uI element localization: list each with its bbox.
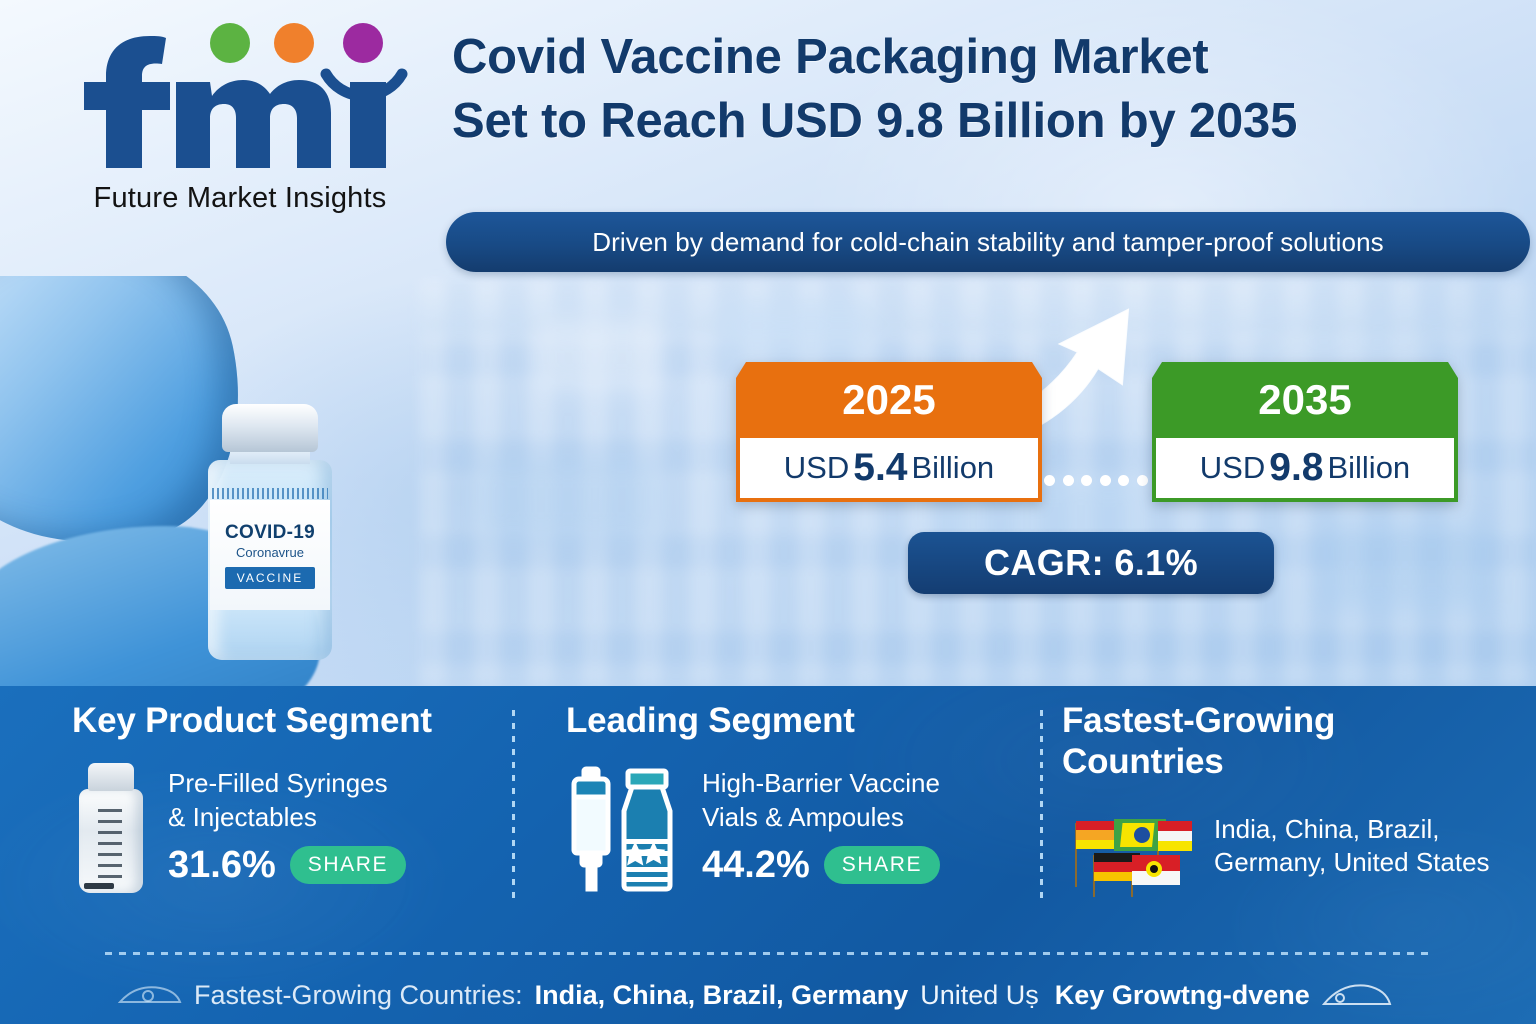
value-2025-number: 5.4 bbox=[853, 446, 908, 489]
fastest-growing-countries-column: Fastest-Growing Countries bbox=[1062, 700, 1522, 901]
vial-label: COVID-19 Coronavrue VACCINE bbox=[210, 500, 330, 610]
key-product-segment-desc-line1: Pre-Filled Syringes bbox=[168, 768, 388, 799]
vial-label-title: COVID-19 bbox=[224, 521, 316, 543]
page-title-line2: Set to Reach USD 9.8 Billion by 2035 bbox=[452, 93, 1298, 148]
vial-neck bbox=[230, 448, 310, 464]
logo-dot-green bbox=[210, 23, 250, 63]
value-connector-dots bbox=[1044, 474, 1148, 486]
syringe-and-vial-icon bbox=[571, 766, 673, 892]
key-product-segment-share-value: 31.6% bbox=[168, 843, 276, 886]
cagr-label: CAGR: 6.1% bbox=[983, 542, 1199, 583]
footer-tail: United Uṣ bbox=[920, 979, 1039, 1010]
vaccine-vial: COVID-19 Coronavrue VACCINE bbox=[200, 404, 340, 664]
column-divider-1 bbox=[512, 710, 515, 900]
cagr-badge: CAGR: 6.1% bbox=[908, 532, 1274, 594]
logo-dot-purple bbox=[343, 23, 383, 63]
flags-cluster-icon bbox=[1075, 818, 1192, 897]
fmi-wordmark-icon bbox=[84, 23, 408, 168]
countries-list-line2: Germany, United States bbox=[1214, 846, 1490, 877]
value-2035-prefix: USD bbox=[1199, 450, 1266, 485]
key-product-segment-title: Key Product Segment bbox=[72, 701, 432, 740]
subtitle-text: Driven by demand for cold-chain stabilit… bbox=[592, 226, 1384, 257]
value-2025-prefix: USD bbox=[783, 450, 850, 485]
column-divider-2 bbox=[1040, 710, 1043, 900]
fastest-growing-title-line1: Fastest-Growing bbox=[1062, 701, 1336, 740]
vial-label-badge: VACCINE bbox=[224, 566, 316, 589]
value-2025-suffix: Billion bbox=[911, 450, 995, 485]
page-title-line1: Covid Vaccine Packaging Market bbox=[452, 30, 1209, 84]
key-product-segment-column: Key Product Segment Pre-Filled Syringes … bbox=[72, 700, 492, 894]
fastest-growing-title-line2: Countries bbox=[1062, 742, 1224, 782]
swoosh-icon-right bbox=[1321, 984, 1392, 1005]
page-title: Covid Vaccine Packaging Market Set to Re… bbox=[452, 26, 1522, 153]
market-value-2035: 2035 USD 9.8 Billion bbox=[1152, 362, 1458, 502]
footer-garbled-text: Key Growtng-dvene bbox=[1054, 979, 1310, 1010]
vial-label-subtitle: Coronavrue bbox=[236, 544, 304, 560]
leading-segment-column: Leading Segment bbox=[566, 700, 1016, 895]
footer-value: India, China, Brazil, Germany bbox=[534, 979, 909, 1010]
value-2035-suffix: Billion bbox=[1327, 450, 1411, 485]
key-product-segment-share-badge: SHARE bbox=[289, 846, 407, 885]
leading-segment-desc-line2: Vials & Ampoules bbox=[702, 801, 904, 832]
value-2025: USD 5.4 Billion bbox=[736, 438, 1042, 502]
countries-list-line1: India, China, Brazil, bbox=[1214, 813, 1440, 844]
vaccine-bottle-icon bbox=[72, 763, 150, 894]
footer-divider bbox=[105, 952, 1435, 955]
year-2025-label: 2025 bbox=[736, 362, 1042, 438]
key-product-segment-desc-line2: & Injectables bbox=[168, 801, 317, 832]
leading-segment-share-value: 44.2% bbox=[702, 843, 810, 886]
vial-barcode bbox=[212, 488, 328, 499]
vial-cap bbox=[222, 404, 318, 452]
footer-label: Fastest-Growing Countries: bbox=[194, 979, 523, 1010]
logo-dot-orange bbox=[274, 23, 314, 63]
bottom-panel bbox=[0, 686, 1536, 1024]
value-2035-number: 9.8 bbox=[1269, 446, 1324, 489]
year-2035-label: 2035 bbox=[1152, 362, 1458, 438]
leading-segment-share-badge: SHARE bbox=[823, 846, 941, 885]
fmi-logo-caption: Future Market Insights bbox=[93, 182, 387, 214]
leading-segment-desc-line1: High-Barrier Vaccine bbox=[702, 768, 940, 799]
leading-segment-title: Leading Segment bbox=[566, 701, 855, 740]
footer-strip: Fastest-Growing Countries: India, China,… bbox=[0, 966, 1536, 1024]
subtitle-bar: Driven by demand for cold-chain stabilit… bbox=[446, 212, 1530, 272]
fmi-logo: Future Market Insights bbox=[50, 14, 430, 229]
vaccine-vial-photo: COVID-19 Coronavrue VACCINE bbox=[0, 276, 470, 686]
swoosh-icon bbox=[118, 986, 182, 1003]
value-2035: USD 9.8 Billion bbox=[1152, 438, 1458, 502]
market-value-2025: 2025 USD 5.4 Billion bbox=[736, 362, 1042, 502]
